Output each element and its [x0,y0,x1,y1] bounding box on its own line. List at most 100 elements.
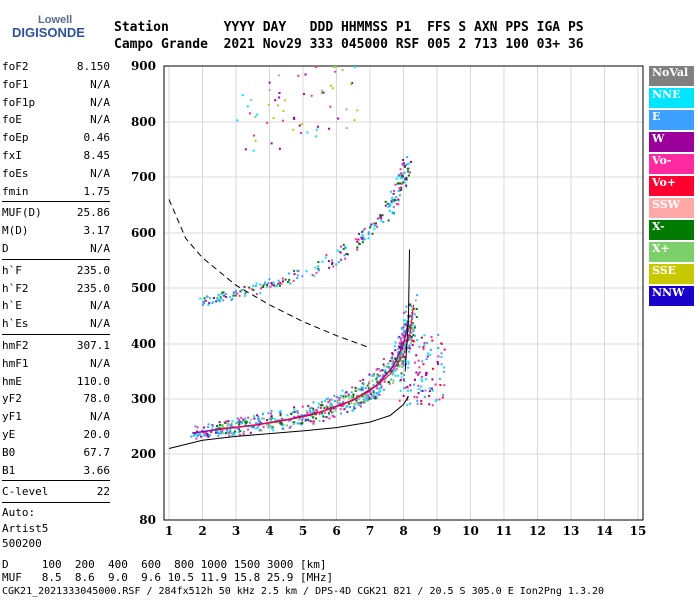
second-hop-point [314,266,317,269]
x-trace-point [265,423,268,426]
o-trace-point [357,403,360,406]
second-hop-point [361,234,364,237]
auto-label: Auto: [2,506,36,520]
logo-lowell: Lowell [38,14,73,26]
second-hop-point [296,269,299,272]
x-trace-point [321,412,324,415]
second-hop-point [324,256,327,259]
second-hop-point [211,302,214,304]
x-trace-point [409,323,412,326]
plot-frame [163,65,644,521]
x-trace-point [219,431,222,434]
o-trace-point [382,363,385,366]
x-trace-point [244,419,247,422]
second-hop-point [293,269,296,272]
x-trace-point [327,412,330,415]
o-trace-point [296,410,299,413]
sparse-echo-point [306,131,309,134]
o-trace-point [394,356,397,359]
param-name: fxI [2,148,22,162]
x-trace-point [296,411,299,414]
x-trace-point [225,432,227,435]
second-hop-point [376,217,379,220]
second-hop-point [215,300,218,303]
x-trace-point [245,421,248,424]
o-trace-point [255,422,257,425]
spread-f-point [437,355,440,358]
spread-f-point [418,366,421,369]
x-trace-point [241,420,244,423]
o-trace-point [393,370,396,372]
x-trace-point [234,422,237,424]
second-hop-point [373,228,376,231]
second-hop-point [395,202,398,205]
second-hop-point [367,237,370,240]
second-hop-point [305,270,308,273]
x-trace-point [293,411,296,414]
o-trace-point [313,410,316,413]
second-hop-point [393,189,396,192]
legend-item: SSW [649,198,694,218]
second-hop-point [397,199,400,202]
second-hop-point [361,237,363,240]
o-trace-point [238,418,241,421]
legend-item: X- [649,220,694,240]
spread-f-point [425,378,428,381]
second-hop-point [274,285,277,288]
second-hop-point [380,217,383,220]
second-hop-point [250,288,253,291]
o-trace-point [372,373,375,376]
o-trace-point [404,319,407,322]
second-hop-point [244,292,247,295]
footer-muf-row: MUF 8.5 8.6 9.0 9.6 10.5 11.9 15.8 25.9 … [2,571,334,584]
o-trace-point [253,426,256,429]
second-hop-point [369,225,372,228]
second-hop-point [354,238,357,241]
x-tick-label: 7 [366,524,374,538]
x-trace-point [362,393,365,396]
second-hop-point [238,294,241,297]
second-hop-point [398,194,401,197]
x-trace-point [343,403,346,406]
second-hop-point [296,274,299,277]
o-trace-point [402,344,405,347]
x-trace-point [416,294,419,297]
x-trace-point [227,422,230,425]
x-trace-point [319,404,322,407]
o-trace-point [262,425,265,428]
x-trace-point [270,425,273,428]
x-trace-point [410,323,413,326]
o-trace-point [381,369,384,372]
x-trace-point [262,417,265,420]
second-hop-point [288,278,291,281]
second-hop-point [220,293,223,296]
second-hop-point [325,254,328,257]
spread-f-point [426,355,429,358]
o-trace-point [384,369,387,372]
x-trace-point [368,397,371,400]
second-hop-point [362,237,365,240]
spread-f-point [402,378,405,381]
o-trace-point [293,415,296,418]
x-trace-point [354,387,357,389]
second-hop-point [202,302,205,304]
second-hop-point [234,289,237,292]
param-name: foE [2,113,22,127]
o-trace-point [323,411,326,414]
second-hop-point [397,203,400,206]
o-trace-point [382,374,385,377]
second-hop-point [278,284,281,287]
o-trace-point [404,310,407,313]
x-trace-point [356,401,359,404]
o-trace-point [376,396,379,399]
second-hop-point [394,183,397,186]
second-hop-point [402,181,404,184]
second-hop-point [402,164,405,167]
x-trace-point [230,431,233,434]
o-trace-point [261,413,264,416]
sparse-echo-point [277,74,280,77]
x-trace-point [290,413,293,415]
o-trace-point [351,409,354,412]
o-trace-point [343,408,346,411]
